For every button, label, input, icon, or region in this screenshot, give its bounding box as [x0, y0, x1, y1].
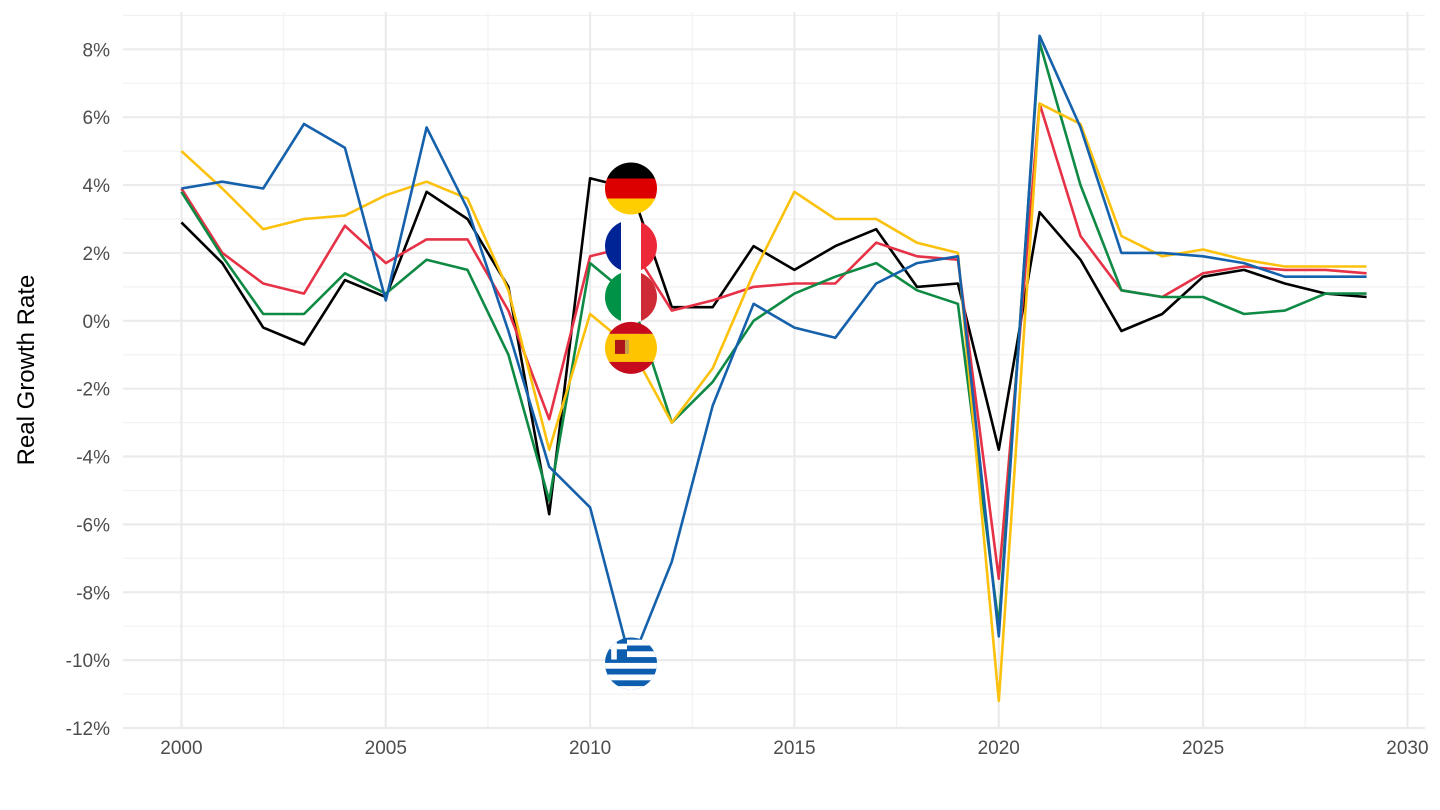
- series-line-greece: [181, 34, 1367, 665]
- x-tick-label: 2000: [160, 738, 202, 759]
- y-tick-label: 6%: [83, 108, 111, 129]
- series-line-germany: [180, 177, 1367, 516]
- series-line-italy: [180, 41, 1367, 628]
- x-tick-label: 2005: [365, 738, 407, 759]
- x-tick-label: 2025: [1182, 738, 1224, 759]
- series-layer: [180, 34, 1367, 703]
- y-axis-title: Real Growth Rate: [13, 275, 40, 466]
- grid: [123, 12, 1425, 730]
- y-tick-label: -12%: [66, 719, 110, 740]
- x-tick-label: 2030: [1386, 738, 1428, 759]
- label-layer: -12% -10% -8% -6% -4% -2% 0% 2% 4% 6% 8% 2000 2005 20…: [66, 40, 1429, 759]
- flag-italy-icon: [605, 271, 657, 323]
- series-line-france: [180, 102, 1367, 581]
- flag-france-icon: [605, 220, 657, 273]
- flag-spain-icon: [605, 321, 657, 374]
- y-tick-label: -2%: [76, 380, 110, 401]
- y-tick-label: 8%: [83, 40, 111, 61]
- y-tick-label: 4%: [83, 176, 111, 197]
- y-tick-label: -8%: [76, 583, 110, 604]
- x-tick-label: 2020: [978, 738, 1020, 759]
- flag-greece-icon: [605, 637, 657, 690]
- flag-germany-icon: [605, 162, 657, 215]
- x-tick-label: 2010: [569, 738, 611, 759]
- y-tick-label: -4%: [76, 448, 110, 469]
- y-tick-label: -10%: [66, 651, 110, 672]
- y-tick-label: 2%: [83, 244, 111, 265]
- y-tick-label: 0%: [83, 312, 111, 333]
- y-tick-label: -6%: [76, 515, 110, 536]
- series-line-spain: [180, 102, 1367, 703]
- x-tick-label: 2015: [773, 738, 815, 759]
